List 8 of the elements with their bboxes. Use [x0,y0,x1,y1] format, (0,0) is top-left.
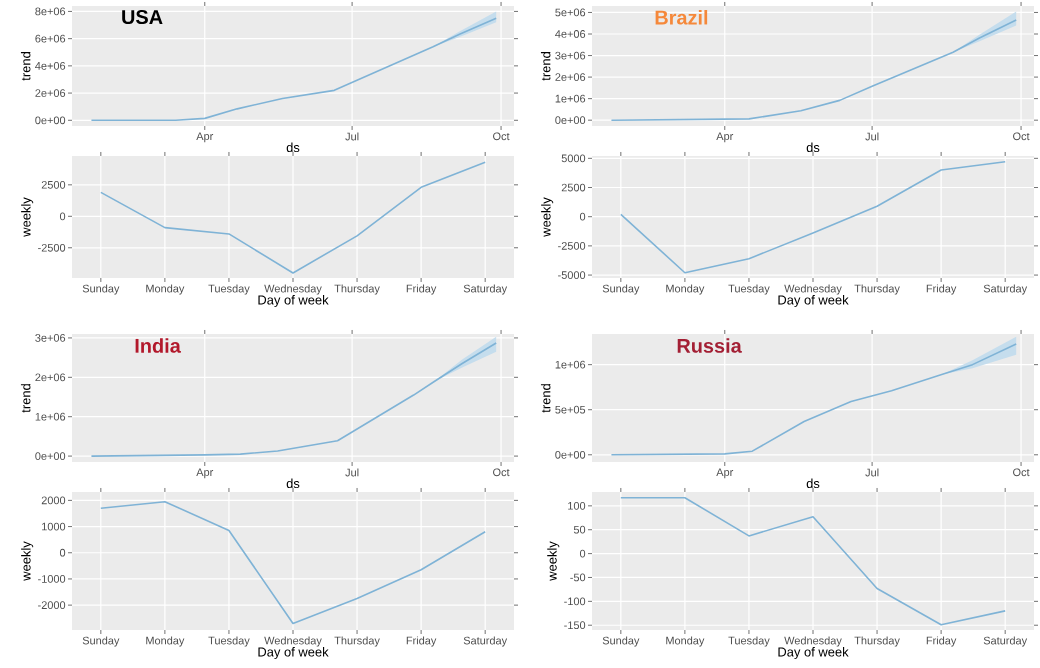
line-series [620,161,1006,274]
chart-title: USA [122,10,163,25]
line-series [620,496,1006,626]
chart-title: India [135,338,181,353]
line-series [100,161,486,274]
chart-title: Russia [677,338,742,353]
line-series [100,500,486,625]
chart-title: Brazil [655,9,708,25]
